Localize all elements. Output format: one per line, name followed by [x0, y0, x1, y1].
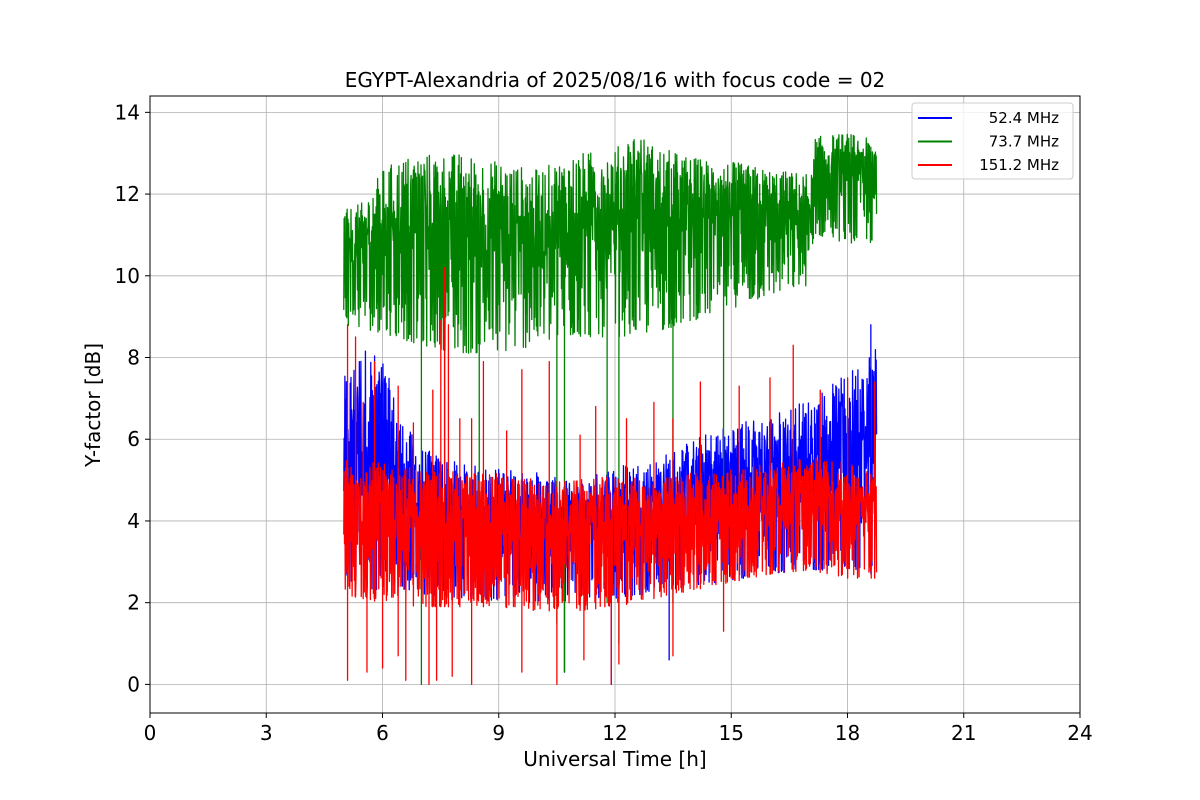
- x-tick-label: 24: [1067, 721, 1092, 745]
- legend-label: 151.2 MHz: [979, 156, 1059, 174]
- y-tick-label: 12: [115, 182, 140, 206]
- series-line-1: [343, 133, 878, 686]
- legend-box: [911, 102, 1074, 180]
- series-line-2: [343, 266, 878, 686]
- x-tick-label: 0: [144, 721, 157, 745]
- legend: 52.4 MHz 73.7 MHz 151.2 MHz: [911, 102, 1074, 180]
- legend-label: 73.7 MHz: [989, 133, 1059, 151]
- y-tick-label: 2: [127, 591, 140, 615]
- x-tick-label: 18: [835, 721, 860, 745]
- legend-label: 52.4 MHz: [989, 109, 1059, 127]
- y-tick-label: 8: [127, 346, 140, 370]
- x-axis-label: Universal Time [h]: [523, 747, 706, 771]
- x-tick-label: 9: [492, 721, 505, 745]
- y-axis-label: Y-factor [dB]: [81, 343, 105, 468]
- series-group: [343, 133, 878, 686]
- y-tick-label: 4: [127, 509, 140, 533]
- y-tick-label: 0: [127, 672, 140, 696]
- y-tick-label: 10: [115, 264, 140, 288]
- x-tick-label: 15: [719, 721, 744, 745]
- x-tick-label: 3: [260, 721, 273, 745]
- y-tick-label: 14: [115, 100, 140, 124]
- x-tick-label: 21: [951, 721, 976, 745]
- y-tick-label: 6: [127, 427, 140, 451]
- x-tick-label: 12: [602, 721, 627, 745]
- chart-title: EGYPT-Alexandria of 2025/08/16 with focu…: [345, 68, 886, 92]
- x-tick-label: 6: [376, 721, 389, 745]
